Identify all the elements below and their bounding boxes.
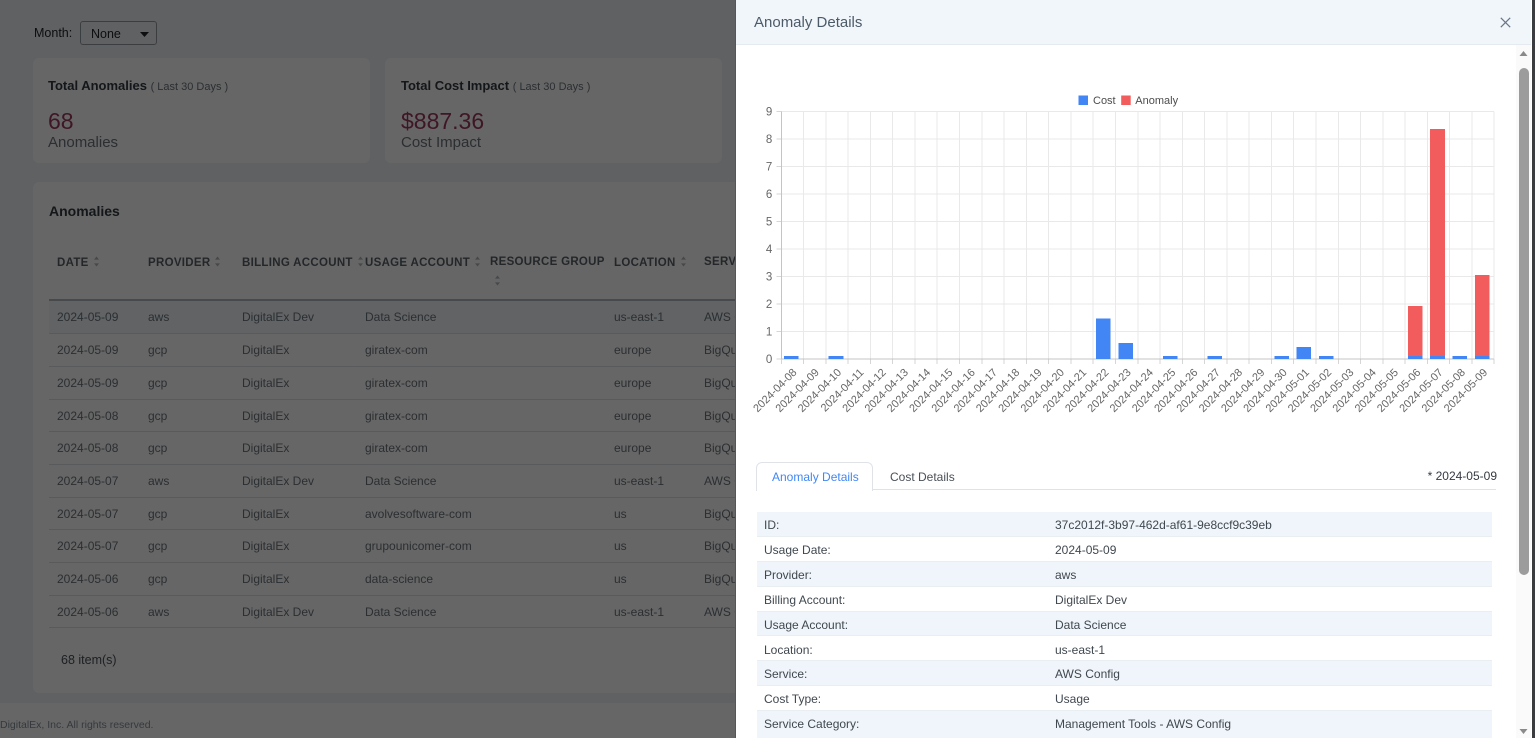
svg-text:9: 9 <box>766 107 772 119</box>
svg-text:7: 7 <box>766 162 772 174</box>
svg-text:8: 8 <box>766 134 772 146</box>
svg-text:0: 0 <box>766 354 772 366</box>
svg-text:4: 4 <box>766 244 773 256</box>
svg-text:Cost: Cost <box>1093 95 1116 107</box>
svg-text:6: 6 <box>766 189 772 201</box>
svg-text:Anomaly: Anomaly <box>1135 95 1178 107</box>
svg-text:2: 2 <box>766 299 772 311</box>
svg-text:5: 5 <box>766 217 772 229</box>
svg-text:3: 3 <box>766 272 772 284</box>
svg-text:1: 1 <box>766 327 772 339</box>
